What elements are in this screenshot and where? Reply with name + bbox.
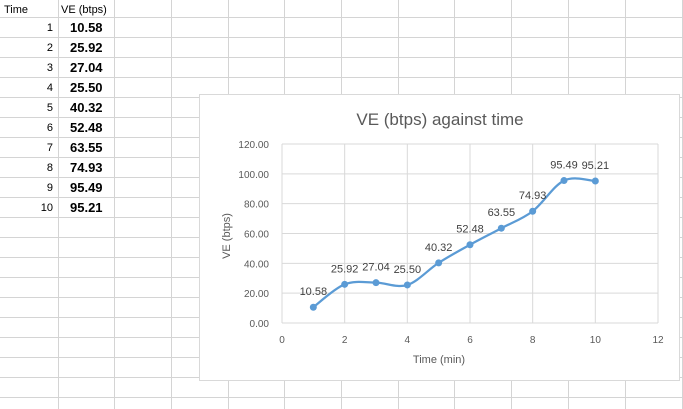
ve-cell[interactable]: 25.50 <box>70 80 103 95</box>
y-tick-label: 40.00 <box>244 259 269 270</box>
ve-cell[interactable]: 27.04 <box>70 60 103 75</box>
data-rows: 1 10.58 2 25.92 3 27.04 4 25.50 5 40.32 6 52.48 7 63.… <box>41 20 104 215</box>
ve-cell[interactable]: 95.49 <box>70 180 103 195</box>
ve-cell[interactable]: 10.58 <box>70 20 103 35</box>
data-label: 52.48 <box>456 224 484 236</box>
x-axis-title[interactable]: Time (min) <box>413 354 465 366</box>
y-axis-tick-labels: 0.00 20.00 40.00 60.00 80.00 100.00 120.00 <box>238 140 269 330</box>
y-axis-title[interactable]: VE (btps) <box>221 213 233 259</box>
ve-cell[interactable]: 52.48 <box>70 120 103 135</box>
ve-cell[interactable]: 74.93 <box>70 160 103 175</box>
data-point[interactable] <box>403 281 411 289</box>
time-cell[interactable]: 3 <box>47 62 53 74</box>
data-points[interactable] <box>309 177 599 311</box>
time-cell[interactable]: 1 <box>47 22 53 34</box>
data-point[interactable] <box>529 207 537 215</box>
time-cell[interactable]: 8 <box>47 162 53 174</box>
time-cell[interactable]: 5 <box>47 102 53 114</box>
chart-title[interactable]: VE (btps) against time <box>356 110 523 129</box>
header-cell-ve[interactable]: VE (btps) <box>61 4 107 16</box>
time-cell[interactable]: 6 <box>47 122 53 134</box>
plot-gridlines <box>281 143 659 324</box>
header-cell-time[interactable]: Time <box>4 4 28 16</box>
data-label: 10.58 <box>300 286 328 298</box>
time-cell[interactable]: 2 <box>47 42 53 54</box>
time-cell[interactable]: 4 <box>47 82 53 94</box>
data-label: 25.50 <box>394 264 422 276</box>
data-point[interactable] <box>309 303 317 311</box>
x-tick-label: 6 <box>467 335 473 346</box>
time-cell[interactable]: 7 <box>47 142 53 154</box>
y-tick-label: 80.00 <box>244 200 269 211</box>
y-tick-label: 20.00 <box>244 289 269 300</box>
y-tick-label: 0.00 <box>250 319 270 330</box>
data-label: 40.32 <box>425 242 453 254</box>
data-label: 95.49 <box>550 160 578 172</box>
y-tick-label: 120.00 <box>238 140 269 151</box>
x-tick-label: 10 <box>590 335 602 346</box>
x-tick-label: 2 <box>342 335 348 346</box>
time-cell[interactable]: 9 <box>47 182 53 194</box>
data-label: 95.21 <box>582 160 610 172</box>
data-point[interactable] <box>497 224 505 232</box>
data-point[interactable] <box>466 241 474 249</box>
x-tick-label: 0 <box>279 335 285 346</box>
x-axis-tick-labels: 0 2 4 6 8 10 12 <box>279 335 664 346</box>
data-point[interactable] <box>591 177 599 185</box>
data-point[interactable] <box>435 259 443 267</box>
embedded-chart[interactable]: VE (btps) against time 0.00 20.00 40.00 60.… <box>199 94 680 381</box>
chart-canvas: VE (btps) against time 0.0020.0040.0060.… <box>221 110 664 366</box>
x-tick-label: 12 <box>652 335 664 346</box>
data-label: 74.93 <box>519 190 547 202</box>
time-cell[interactable]: 10 <box>41 202 53 214</box>
x-tick-label: 8 <box>530 335 536 346</box>
data-point[interactable] <box>560 177 568 185</box>
data-label: 27.04 <box>362 262 390 274</box>
y-tick-label: 60.00 <box>244 230 269 241</box>
y-tick-label: 100.00 <box>238 170 269 181</box>
data-point[interactable] <box>341 280 349 288</box>
series-line[interactable] <box>312 177 596 309</box>
data-label: 63.55 <box>488 207 516 219</box>
data-label: 25.92 <box>331 263 359 275</box>
ve-cell[interactable]: 40.32 <box>70 100 103 115</box>
ve-cell[interactable]: 63.55 <box>70 140 103 155</box>
x-tick-label: 4 <box>405 335 411 346</box>
data-point[interactable] <box>372 279 380 287</box>
ve-cell[interactable]: 25.92 <box>70 40 103 55</box>
ve-cell[interactable]: 95.21 <box>70 200 103 215</box>
